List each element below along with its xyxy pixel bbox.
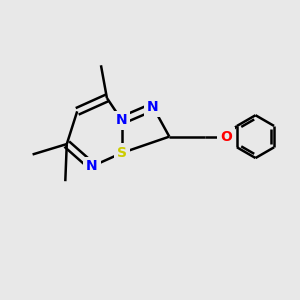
Text: N: N <box>116 113 128 127</box>
Text: S: S <box>117 146 127 160</box>
Text: N: N <box>147 100 159 114</box>
Text: N: N <box>86 159 98 173</box>
Text: O: O <box>220 130 232 144</box>
